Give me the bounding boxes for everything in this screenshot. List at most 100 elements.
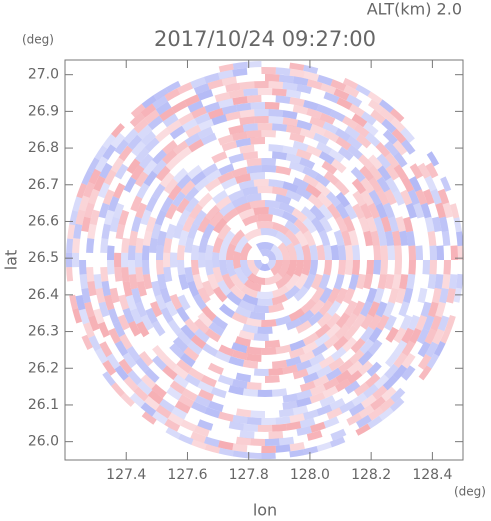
echo-cell bbox=[303, 230, 316, 247]
echo-cell bbox=[306, 79, 323, 90]
echo-cell bbox=[272, 222, 290, 235]
echo-cell bbox=[112, 321, 126, 338]
echo-cell bbox=[257, 389, 273, 397]
echo-cell bbox=[218, 98, 234, 109]
echo-cell bbox=[125, 294, 137, 311]
echo-cell bbox=[401, 327, 415, 344]
echo-cell bbox=[140, 209, 152, 226]
echo-cell bbox=[359, 165, 375, 182]
echo-cell bbox=[375, 142, 391, 158]
echo-cell bbox=[235, 202, 252, 215]
echo-cell bbox=[236, 408, 252, 418]
echo-cell bbox=[296, 426, 312, 436]
echo-cell bbox=[257, 185, 273, 194]
echo-cell bbox=[285, 356, 302, 367]
echo-cell bbox=[358, 154, 374, 170]
echo-cell bbox=[293, 218, 309, 235]
echo-cell bbox=[171, 191, 186, 207]
echo-cell bbox=[81, 216, 91, 232]
echo-cell bbox=[323, 91, 340, 104]
echo-cell bbox=[351, 244, 361, 260]
echo-cell bbox=[437, 315, 450, 332]
echo-cell bbox=[265, 375, 280, 383]
echo-cell bbox=[114, 365, 129, 381]
echo-cell bbox=[257, 326, 273, 335]
echo-cell bbox=[253, 115, 269, 124]
echo-cell bbox=[152, 95, 168, 110]
echo-cell bbox=[198, 118, 214, 131]
echo-cell bbox=[393, 327, 407, 344]
echo-cell bbox=[144, 137, 160, 152]
echo-cell bbox=[376, 189, 390, 206]
echo-cell bbox=[329, 436, 346, 448]
echo-cell bbox=[372, 385, 388, 400]
echo-cell bbox=[219, 260, 229, 276]
echo-cell bbox=[388, 216, 399, 233]
echo-cell bbox=[326, 191, 341, 208]
echo-cell bbox=[301, 260, 311, 276]
echo-cell bbox=[443, 260, 451, 275]
echo-cell bbox=[225, 111, 241, 122]
echo-cell bbox=[275, 194, 292, 205]
echo-cell bbox=[128, 245, 136, 260]
echo-cell bbox=[79, 260, 87, 275]
echo-cell bbox=[335, 369, 352, 384]
echo-cell bbox=[271, 293, 288, 306]
echo-cell bbox=[375, 202, 388, 219]
echo-cell bbox=[152, 355, 167, 371]
echo-cell bbox=[219, 303, 235, 318]
echo-cell bbox=[368, 406, 384, 421]
echo-cell bbox=[399, 274, 409, 290]
echo-cell bbox=[193, 293, 207, 311]
echo-cell bbox=[246, 417, 262, 425]
echo-cell bbox=[265, 199, 281, 209]
echo-cell bbox=[165, 427, 181, 440]
echo-cell bbox=[301, 244, 311, 260]
echo-cell bbox=[244, 228, 262, 242]
echo-cell bbox=[403, 287, 414, 304]
echo-cell bbox=[275, 95, 291, 104]
echo-cell bbox=[239, 242, 253, 260]
echo-cell bbox=[417, 287, 428, 304]
echo-cell bbox=[144, 396, 160, 411]
echo-cell bbox=[97, 182, 110, 199]
echo-cell bbox=[363, 273, 373, 290]
echo-cell bbox=[229, 229, 245, 247]
echo-cell bbox=[188, 139, 205, 153]
echo-cell bbox=[194, 177, 210, 192]
echo-cell bbox=[296, 389, 313, 401]
echo-cell bbox=[272, 88, 287, 97]
echo-cell bbox=[245, 317, 262, 327]
echo-cell bbox=[339, 400, 356, 414]
echo-cell bbox=[409, 163, 423, 180]
echo-cell bbox=[278, 202, 295, 215]
echo-cell bbox=[294, 273, 309, 290]
echo-cell bbox=[228, 124, 244, 135]
echo-cell bbox=[272, 151, 288, 161]
echo-cell bbox=[342, 287, 356, 305]
echo-cell bbox=[346, 412, 363, 426]
echo-cell bbox=[380, 216, 392, 233]
echo-cell bbox=[387, 245, 396, 260]
echo-cell bbox=[323, 171, 340, 186]
echo-cell bbox=[249, 199, 265, 209]
chart-title: 2017/10/24 09:27:00 bbox=[154, 27, 376, 51]
echo-cell bbox=[217, 171, 234, 184]
echo-cell bbox=[126, 346, 141, 362]
echo-cell bbox=[286, 89, 302, 99]
echo-cell bbox=[167, 184, 182, 201]
echo-cell bbox=[190, 171, 207, 186]
echo-cell bbox=[239, 81, 255, 90]
echo-cell bbox=[381, 118, 397, 134]
echo-cell bbox=[256, 291, 274, 299]
echo-cell bbox=[197, 287, 211, 304]
echo-cell bbox=[161, 355, 178, 371]
echo-cell bbox=[162, 140, 178, 155]
echo-cell bbox=[184, 186, 200, 202]
echo-cell bbox=[270, 260, 283, 276]
echo-cell bbox=[242, 123, 258, 132]
echo-cell bbox=[319, 395, 336, 408]
echo-cell bbox=[130, 103, 146, 118]
echo-cell bbox=[360, 313, 374, 330]
